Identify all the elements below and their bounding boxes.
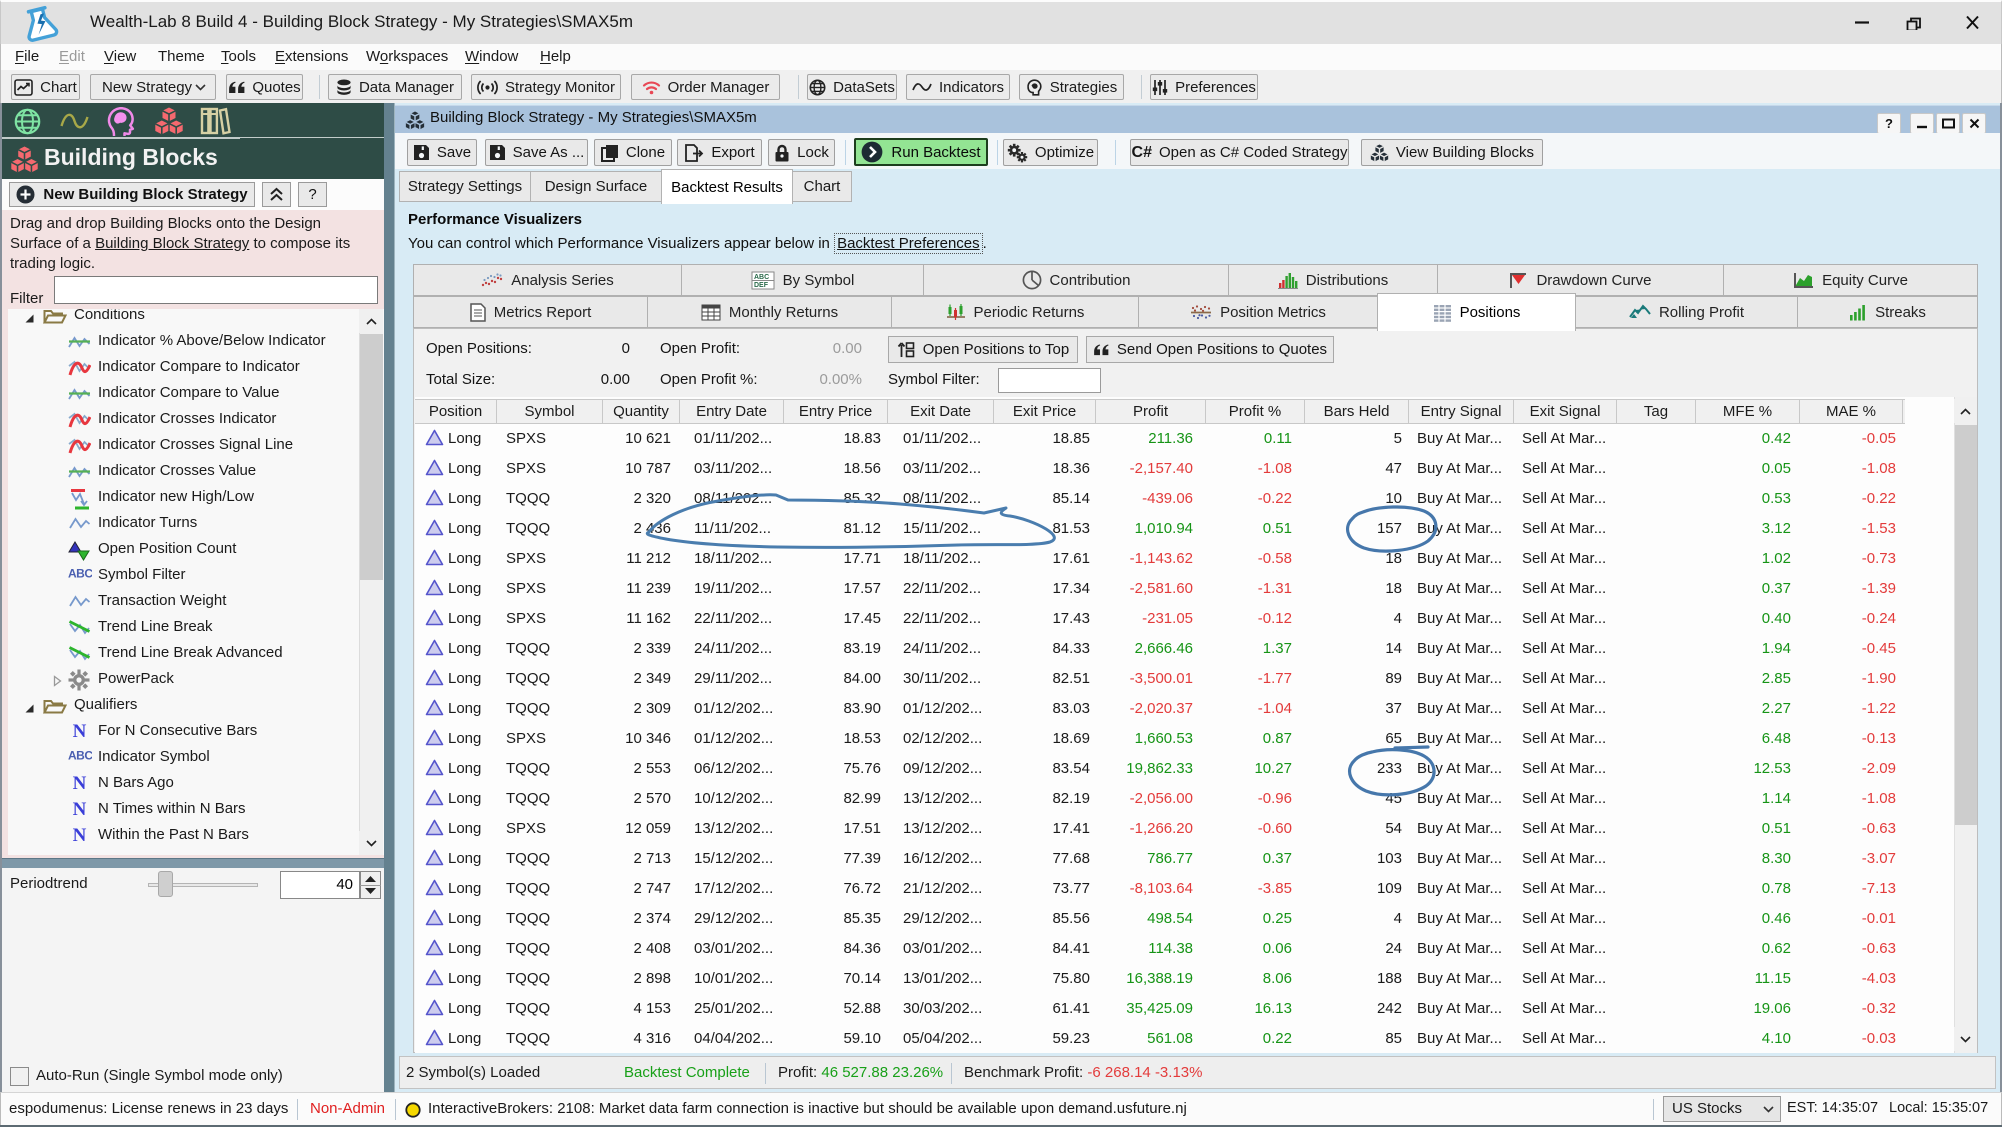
svg-text:DEF: DEF	[754, 282, 769, 289]
svg-text:ABC: ABC	[68, 749, 92, 763]
svg-text:ABC: ABC	[754, 274, 769, 281]
svg-text:ABC: ABC	[68, 567, 92, 581]
